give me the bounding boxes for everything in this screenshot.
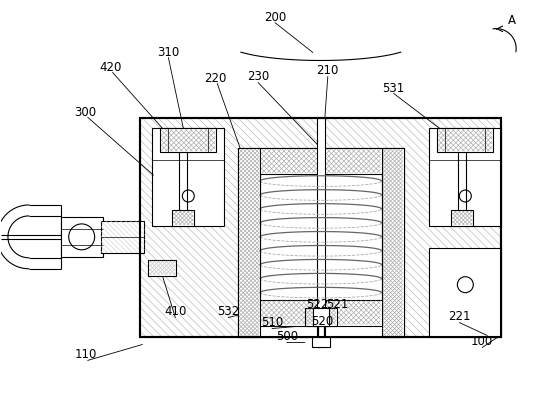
Bar xyxy=(238,148,404,338)
Text: 230: 230 xyxy=(247,70,269,83)
Bar xyxy=(451,210,473,226)
Bar xyxy=(305,308,337,325)
Text: 520: 520 xyxy=(311,315,333,328)
Bar xyxy=(101,221,144,253)
Text: 221: 221 xyxy=(448,310,470,323)
Text: 220: 220 xyxy=(204,72,226,85)
Bar xyxy=(438,128,493,152)
Text: 210: 210 xyxy=(317,64,339,77)
Bar xyxy=(260,148,382,174)
Bar xyxy=(312,338,330,347)
Text: 110: 110 xyxy=(74,348,97,361)
Text: 531: 531 xyxy=(382,82,405,95)
Text: 500: 500 xyxy=(276,330,298,343)
Text: 200: 200 xyxy=(264,11,286,24)
Bar xyxy=(172,210,194,226)
Bar xyxy=(61,217,103,257)
Bar xyxy=(260,299,382,325)
Bar xyxy=(148,260,176,276)
Text: 420: 420 xyxy=(100,61,122,74)
Text: 521: 521 xyxy=(327,298,349,311)
Bar xyxy=(141,118,501,338)
Text: 522: 522 xyxy=(306,298,328,311)
Text: A: A xyxy=(508,14,516,27)
Text: 532: 532 xyxy=(217,305,239,318)
Text: 300: 300 xyxy=(74,106,97,119)
Bar xyxy=(429,248,501,338)
Text: 410: 410 xyxy=(164,305,187,318)
Text: 100: 100 xyxy=(471,335,493,348)
Bar xyxy=(141,118,501,338)
Bar xyxy=(382,148,404,338)
Bar xyxy=(160,128,216,152)
Bar xyxy=(317,118,325,347)
Bar xyxy=(429,128,501,226)
Bar xyxy=(313,308,329,325)
Text: 510: 510 xyxy=(261,316,283,329)
Bar xyxy=(153,128,224,226)
Bar xyxy=(238,148,260,338)
Text: 310: 310 xyxy=(157,46,179,59)
